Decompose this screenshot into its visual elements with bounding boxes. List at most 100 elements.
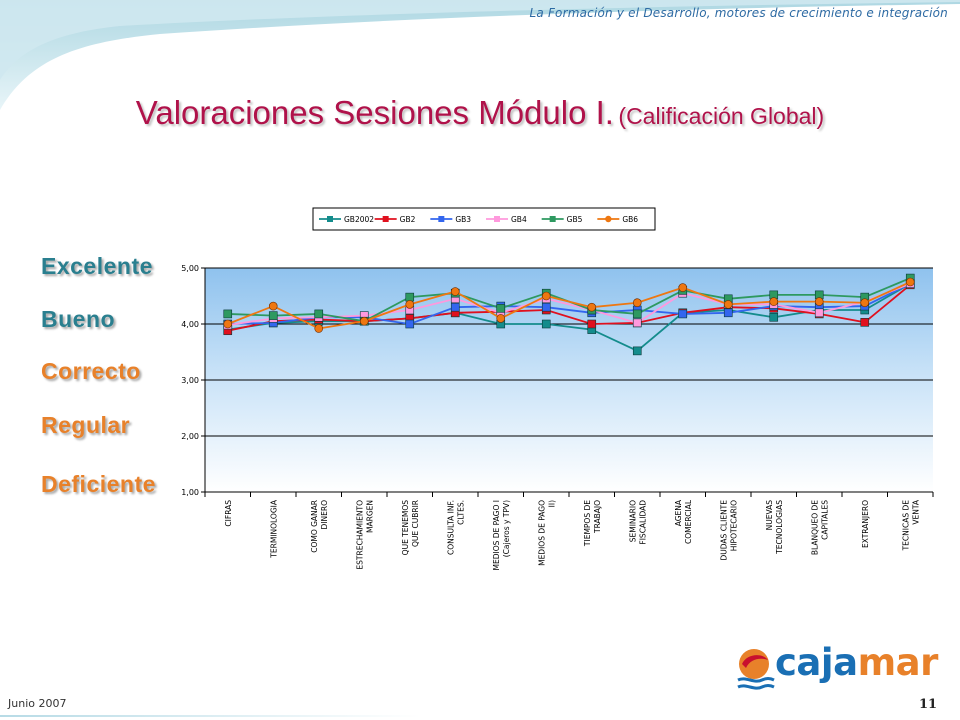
x-category-line: QUE TENEMOS bbox=[401, 500, 410, 556]
cajamar-logo-icon bbox=[737, 649, 775, 690]
data-point bbox=[632, 346, 642, 356]
rating-label-bueno: Bueno bbox=[41, 306, 116, 332]
x-category-line: II) bbox=[547, 500, 556, 507]
data-point bbox=[405, 300, 415, 309]
rating-label-deficiente: Deficiente bbox=[41, 471, 156, 497]
legend-marker bbox=[327, 216, 333, 222]
x-category-label: EXTRANJERO bbox=[861, 500, 870, 548]
rating-label-excelente: Excelente bbox=[41, 253, 153, 279]
x-category-label: NUEVASTECNOLOGIAS bbox=[765, 500, 784, 555]
data-point bbox=[678, 283, 688, 292]
data-point bbox=[541, 302, 551, 312]
legend-marker bbox=[549, 216, 556, 222]
data-point bbox=[223, 309, 233, 319]
data-point bbox=[905, 277, 915, 287]
x-category-line: BLANQUEO DE bbox=[810, 500, 819, 555]
data-point bbox=[860, 298, 870, 308]
x-category-line: CLTES. bbox=[456, 500, 465, 525]
cajamar-logo-text: cajamar bbox=[775, 641, 938, 684]
data-point bbox=[723, 308, 733, 318]
footer-divider bbox=[0, 715, 420, 717]
x-category-line: QUE CUBRIR bbox=[411, 500, 420, 547]
y-tick-label: 3,00 bbox=[181, 376, 199, 385]
data-point bbox=[405, 292, 415, 302]
data-point bbox=[405, 319, 415, 329]
x-category-line: AGENA bbox=[674, 499, 683, 526]
rating-label-correcto: Correcto bbox=[41, 358, 141, 384]
page-title: Valoraciones Sesiones Módulo I. (Calific… bbox=[0, 94, 960, 132]
x-category-label: DUDAS CLIENTEHIPOTECARIO bbox=[719, 500, 738, 561]
data-point bbox=[268, 311, 278, 320]
rating-label-regular: Regular bbox=[41, 412, 131, 438]
x-category-line: HIPOTECARIO bbox=[729, 500, 738, 551]
x-category-line: (Cajeros y TPV) bbox=[502, 500, 511, 557]
x-category-label: QUE TENEMOSQUE CUBRIR bbox=[401, 500, 420, 556]
series-line-gb2 bbox=[227, 284, 911, 332]
x-category-label: TECNICAS DEVENTA bbox=[901, 499, 920, 551]
data-point bbox=[450, 302, 460, 312]
data-point bbox=[632, 298, 642, 308]
x-category-line: DINERO bbox=[320, 500, 329, 530]
x-category-line: TERMINOLOGIA bbox=[269, 499, 278, 559]
x-category-label: COMO GANARDINERO bbox=[310, 500, 329, 553]
header-decoration bbox=[0, 0, 960, 110]
x-category-line: MEDIOS DE PAGO I bbox=[492, 500, 501, 571]
data-point bbox=[541, 319, 551, 329]
legend-label: GB4 bbox=[511, 215, 527, 224]
header-tagline: La Formación y el Desarrollo, motores de… bbox=[529, 6, 948, 20]
x-category-line: TRABAJO bbox=[593, 500, 602, 534]
legend-label: GB5 bbox=[567, 215, 583, 224]
x-category-line: EXTRANJERO bbox=[861, 500, 870, 548]
x-category-line: MARGEN bbox=[365, 500, 374, 533]
x-category-line: DUDAS CLIENTE bbox=[719, 500, 728, 561]
x-category-label: SEMINARIOFISCALIDAD bbox=[628, 500, 647, 545]
logo-text-mar: mar bbox=[857, 641, 939, 684]
data-point bbox=[314, 324, 324, 333]
data-point bbox=[223, 319, 233, 329]
x-category-line: CIFRAS bbox=[224, 500, 233, 527]
data-point bbox=[860, 318, 870, 327]
data-point bbox=[723, 300, 733, 309]
page-number: 11 bbox=[919, 697, 938, 712]
data-point bbox=[541, 291, 551, 301]
title-main: Valoraciones Sesiones Módulo I. bbox=[135, 94, 614, 131]
data-point bbox=[632, 309, 642, 319]
title-sub: (Calificación Global) bbox=[618, 103, 825, 129]
x-category-line: FISCALIDAD bbox=[638, 500, 647, 545]
legend-marker bbox=[382, 216, 389, 222]
data-point bbox=[314, 309, 324, 319]
x-category-line: COMERCIAL bbox=[684, 499, 693, 544]
y-tick-label: 4,00 bbox=[181, 320, 199, 329]
legend-label: GB3 bbox=[455, 215, 471, 224]
x-category-line: NUEVAS bbox=[765, 500, 774, 531]
y-tick-label: 2,00 bbox=[181, 432, 199, 441]
x-category-label: TERMINOLOGIA bbox=[269, 499, 278, 559]
x-category-line: TIEMPOS DE bbox=[583, 500, 592, 547]
data-point bbox=[678, 309, 688, 319]
x-category-line: VENTA bbox=[911, 499, 920, 524]
x-category-line: TECNOLOGIAS bbox=[775, 500, 784, 555]
series-line-gb4 bbox=[227, 282, 911, 327]
legend-box bbox=[312, 207, 656, 231]
data-point bbox=[496, 314, 506, 323]
x-category-line: TECNICAS DE bbox=[901, 500, 910, 552]
data-point bbox=[496, 304, 506, 313]
data-point bbox=[632, 318, 642, 328]
x-category-label: MEDIOS DE PAGO I(Cajeros y TPV) bbox=[492, 500, 511, 571]
line-chart: 1,00 2,00 3,00 4,00 5,00 CIFRAS TERMINOLOGIA CO… bbox=[181, 207, 934, 571]
x-category-label: MEDIOS DE PAGOII) bbox=[537, 500, 556, 566]
data-point bbox=[450, 287, 460, 296]
x-category-label: CONSULTA INF.CLTES. bbox=[446, 500, 465, 555]
legend-label: GB2002 bbox=[344, 215, 374, 224]
data-point bbox=[814, 308, 824, 318]
footer-date: Junio 2007 bbox=[8, 697, 67, 710]
x-category-line: CAPITALES bbox=[820, 500, 829, 540]
data-point bbox=[814, 297, 824, 306]
legend-label: GB6 bbox=[622, 215, 638, 224]
x-category-label: TIEMPOS DETRABAJO bbox=[583, 500, 602, 547]
x-category-line: ESTRECHAMIENTO bbox=[355, 500, 364, 570]
x-category-line: CONSULTA INF. bbox=[446, 500, 455, 555]
logo-text-caja: caja bbox=[775, 641, 858, 684]
series-line-gb6 bbox=[227, 281, 911, 330]
data-point bbox=[587, 302, 597, 312]
